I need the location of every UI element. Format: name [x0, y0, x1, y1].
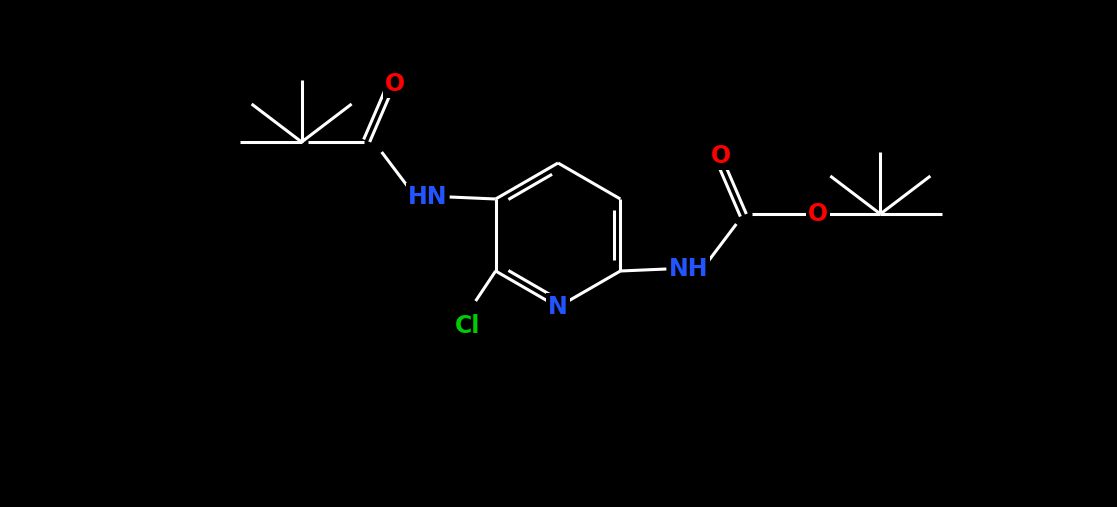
Text: O: O: [384, 72, 404, 96]
Text: O: O: [809, 202, 829, 226]
Text: O: O: [712, 144, 732, 168]
Text: HN: HN: [408, 185, 448, 209]
Text: NH: NH: [669, 257, 708, 281]
Text: Cl: Cl: [455, 314, 480, 338]
Text: N: N: [548, 295, 567, 319]
